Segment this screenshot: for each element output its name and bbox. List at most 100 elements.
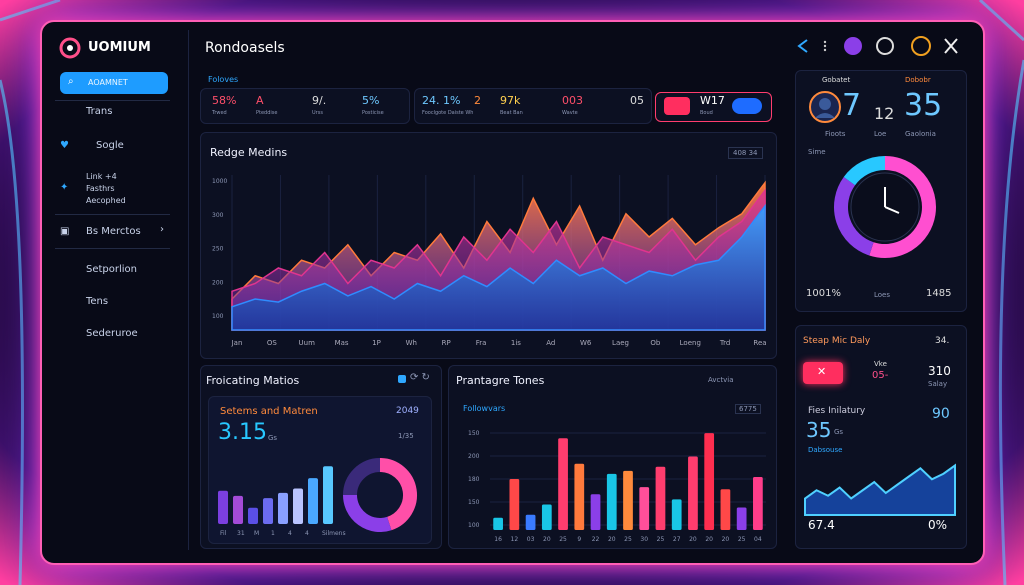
- nav-item[interactable]: Aecophed: [86, 196, 126, 205]
- panel-title: Steap Mic Daly: [803, 336, 871, 346]
- separator: [55, 100, 170, 101]
- badge: 408 34: [728, 147, 763, 159]
- x-tick-label: Fil: [220, 530, 227, 537]
- y-tick-label: 200: [212, 279, 224, 286]
- separator: [55, 214, 170, 215]
- stat-value: A: [256, 94, 264, 107]
- nav-item[interactable]: Tens: [86, 296, 109, 307]
- bar: [558, 438, 568, 530]
- nav-item[interactable]: Trans: [86, 106, 113, 117]
- x-tick-label: 1P: [372, 339, 381, 347]
- bar: [218, 490, 228, 524]
- x-tick-label: 27: [673, 536, 681, 543]
- y-tick-label: 150: [468, 430, 480, 437]
- area-series: [231, 203, 766, 331]
- clock-hands: [884, 187, 900, 214]
- x-tick-label: 25: [657, 536, 665, 543]
- panel-title: Froicating Matios: [206, 374, 300, 387]
- bar: [606, 473, 617, 530]
- x-tick-label: Trd: [719, 339, 730, 347]
- sidebar-divider: [188, 30, 189, 550]
- nav-item[interactable]: Bs Merctos: [86, 226, 141, 237]
- stat-value: W17: [700, 94, 725, 107]
- x-tick-label: 20: [705, 536, 713, 543]
- badge: 6775: [735, 404, 761, 414]
- y-tick-label: 100: [468, 522, 480, 529]
- separator: [55, 248, 170, 249]
- bar: [590, 494, 601, 530]
- stat: 67.4: [808, 518, 835, 532]
- x-tick-label: 22: [592, 536, 600, 543]
- stat-caption: Beat Ban: [500, 110, 523, 116]
- x-tick-label: Fra: [476, 339, 487, 347]
- x-tick-label: Laeg: [612, 339, 629, 347]
- x-tick-label: 1: [271, 530, 275, 537]
- search-box[interactable]: ⌕ AOAMNET: [60, 72, 168, 94]
- icon-button[interactable]: ⟳ ↻: [410, 372, 430, 383]
- x-tick-label: 20: [543, 536, 551, 543]
- nav-icon: ♥: [60, 140, 69, 151]
- y-tick-label: 150: [468, 499, 480, 506]
- x-tick-label: 03: [527, 536, 535, 543]
- search-icon: ⌕: [68, 76, 74, 87]
- stat-caption: Boud: [700, 110, 713, 116]
- bar: [509, 479, 520, 530]
- nav-item[interactable]: Setporlion: [86, 264, 138, 275]
- note: Dabsouse: [808, 446, 843, 454]
- note: 1/35: [398, 432, 414, 440]
- gauge-segment: [834, 177, 874, 256]
- bar: [704, 433, 715, 530]
- x-tick-label: Silmens: [322, 530, 346, 537]
- stat-value: 58%: [212, 94, 237, 107]
- label: Sime: [808, 148, 826, 156]
- label: Gobatet: [822, 76, 851, 84]
- page-title: Rondoasels: [205, 40, 285, 56]
- stat: 1485: [926, 288, 952, 299]
- x-tick-label: 20: [722, 536, 730, 543]
- tag-button[interactable]: ✕: [803, 362, 843, 384]
- stats-group: [200, 88, 410, 124]
- bar: [525, 514, 536, 530]
- action[interactable]: Avctvia: [708, 376, 734, 384]
- donut-segment: [343, 458, 381, 496]
- nav-item[interactable]: Fasthrs: [86, 184, 115, 193]
- x-tick-label: Mas: [335, 339, 349, 347]
- bar: [623, 470, 633, 530]
- x-tick-label: 04: [754, 536, 762, 543]
- x-tick-label: OS: [267, 339, 278, 347]
- gauge: [834, 156, 936, 258]
- stat-value: 24. 1%: [422, 94, 461, 107]
- x-tick-label: 25: [738, 536, 746, 543]
- stat-value: 05: [630, 94, 644, 107]
- gauge-segment: [843, 156, 886, 186]
- stat-value: 003: [562, 94, 583, 107]
- brand: UOMIUM: [88, 40, 151, 55]
- y-tick-label: 100: [212, 313, 224, 320]
- stat: 35: [904, 88, 943, 123]
- badge: 2049: [396, 406, 419, 416]
- label: Dobobr: [905, 76, 931, 84]
- avatar: [809, 91, 841, 123]
- x-tick-label: Wh: [406, 339, 417, 347]
- bar: [655, 466, 666, 530]
- caption: Loes: [874, 291, 891, 299]
- stat: 34.: [935, 336, 950, 346]
- x-tick-label: 31: [237, 530, 245, 537]
- x-tick-label: 16: [494, 536, 502, 543]
- toggle[interactable]: [398, 375, 406, 383]
- stat: 90: [932, 406, 950, 422]
- bar: [574, 463, 585, 530]
- big-number: 35: [806, 418, 832, 442]
- bar: [293, 488, 303, 524]
- x-tick-label: 30: [640, 536, 648, 543]
- nav-item[interactable]: Sederuroe: [86, 328, 138, 339]
- mini-charts: Fil 31 M 1 4 4 Silmens: [218, 458, 417, 537]
- caption: Gaolonia: [905, 130, 936, 138]
- area-series: [804, 463, 956, 516]
- bar: [688, 456, 698, 530]
- nav-item[interactable]: Link +4: [86, 172, 117, 181]
- x-tick-label: M: [254, 530, 259, 537]
- nav-item[interactable]: Sogle: [96, 140, 124, 151]
- bar: [720, 489, 731, 530]
